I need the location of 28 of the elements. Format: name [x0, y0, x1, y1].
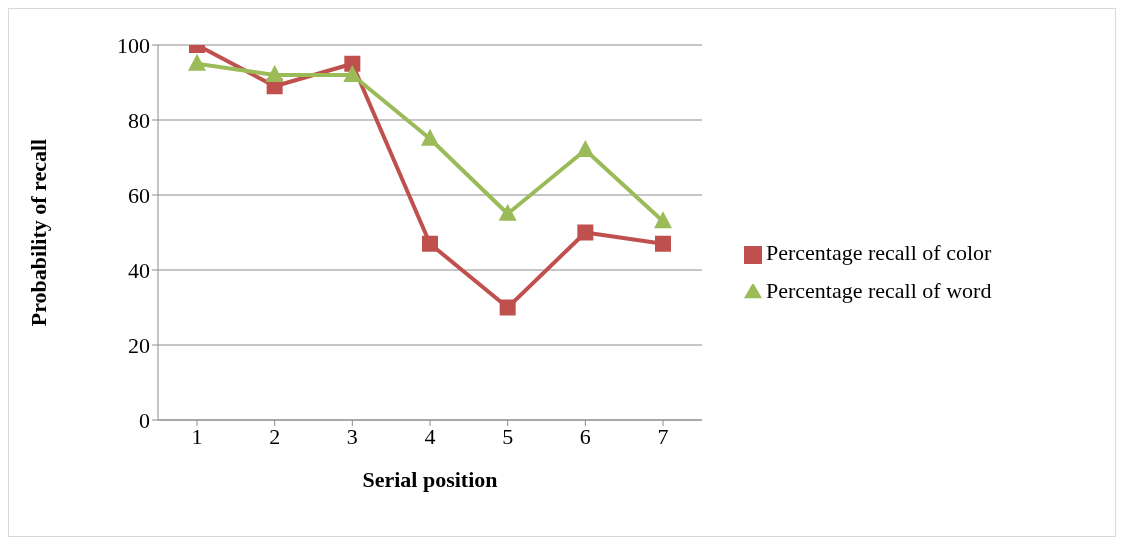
y-tick-label: 0: [139, 407, 150, 433]
point: [498, 203, 517, 221]
x-tick-label: 7: [657, 423, 669, 449]
y-axis-title: Probability of recall: [25, 138, 51, 327]
x-tick-label: 6: [579, 423, 591, 449]
point: [422, 235, 438, 252]
x-axis-title: Serial position: [362, 467, 498, 492]
x-tick-label: 5: [502, 423, 514, 449]
legend-label: Percentage recall of word: [766, 278, 992, 303]
legend-label: Percentage recall of color: [766, 240, 992, 265]
point: [577, 224, 594, 241]
point: [576, 140, 595, 157]
point: [343, 65, 362, 82]
x-tick-label: 2: [269, 423, 281, 449]
y-tick-label: 60: [128, 182, 150, 208]
point: [654, 211, 672, 229]
x-tick-label: 4: [424, 423, 436, 449]
point: [421, 128, 439, 146]
y-tick-label: 100: [117, 32, 150, 58]
x-tick-label: 3: [346, 423, 358, 449]
y-tick-label: 40: [128, 257, 150, 283]
point: [655, 235, 671, 252]
point: [265, 65, 284, 82]
y-tick-label: 80: [128, 107, 150, 133]
x-tick-label: 1: [191, 423, 203, 449]
point: [188, 53, 206, 71]
point: [499, 299, 516, 316]
y-tick-label: 20: [128, 332, 150, 358]
